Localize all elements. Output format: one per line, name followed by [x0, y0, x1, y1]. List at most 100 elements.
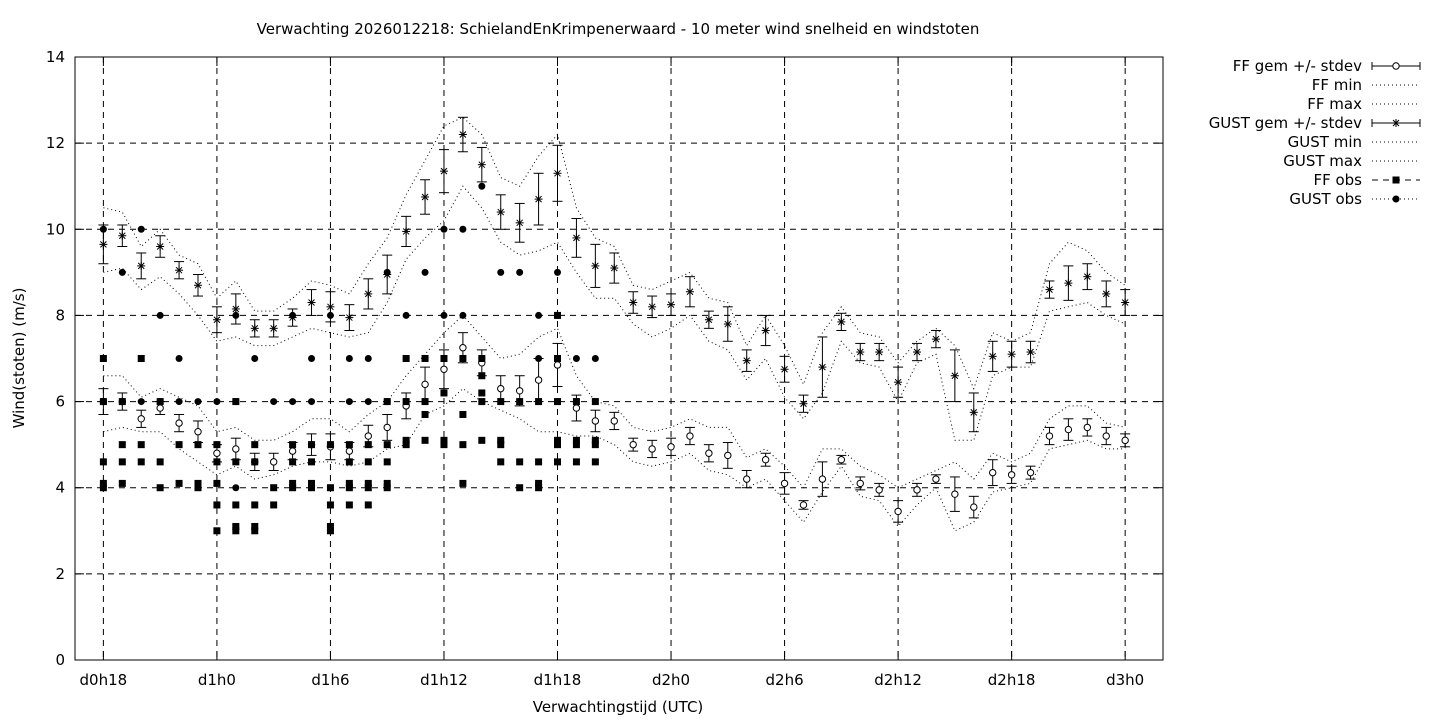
legend-item: GUST obs [1289, 190, 1420, 208]
legend-label: GUST max [1283, 152, 1362, 170]
ff-mean-marker [175, 419, 183, 427]
gust-obs-point [402, 311, 410, 319]
gust-mean-marker [629, 298, 638, 307]
ff-minmax-series [103, 314, 1126, 532]
star-stroke [497, 208, 505, 216]
star-stroke [459, 131, 467, 138]
legend-item: FF max [1307, 95, 1420, 113]
y-tick-label: 8 [55, 306, 65, 324]
ff-obs-point [99, 355, 107, 362]
ff-mean-marker [1102, 432, 1110, 440]
gust-obs-point [364, 398, 372, 406]
ff-mean-point [741, 469, 752, 489]
ff-obs-point [232, 501, 240, 509]
star-stroke [762, 327, 769, 334]
star-stroke [1121, 299, 1129, 306]
ff-mean-point [1006, 465, 1017, 484]
ff-mean-point [1082, 418, 1093, 437]
legend-label: FF max [1307, 95, 1362, 113]
ff-mean-point [798, 500, 809, 510]
gust-obs-point [554, 268, 562, 276]
gust-mean-marker [193, 281, 202, 290]
ff-mean-marker [515, 387, 524, 395]
ff-mean-point [647, 439, 658, 459]
ff-obs-point [175, 479, 183, 487]
gust-mean-point [249, 319, 260, 338]
legend-item: GUST min [1288, 133, 1420, 151]
y-tick-label: 12 [46, 134, 65, 152]
gust-mean-point [192, 274, 203, 297]
x-tick-label: d1h12 [420, 671, 468, 689]
gust-obs-point [572, 355, 580, 362]
ff-obs-point [232, 527, 240, 535]
gust-mean-marker [458, 130, 467, 139]
gust-mean-marker [894, 378, 903, 387]
ff-mean-marker [951, 490, 959, 498]
gust-obs-point [289, 398, 297, 406]
gust-mean-marker [439, 167, 448, 176]
gust-mean-point [1044, 280, 1055, 299]
gust-mean-point [893, 366, 904, 398]
gust-obs-point [251, 355, 259, 362]
star-stroke [554, 169, 561, 177]
ff-obs-point [440, 436, 448, 444]
ff-mean-point [666, 437, 677, 456]
gust-mean-point [514, 202, 525, 243]
ff-mean-point [514, 375, 525, 407]
ff-mean-point [874, 482, 885, 497]
gust-mean-marker [156, 242, 165, 251]
ff-mean-point [722, 441, 733, 469]
gust-mean-point [817, 336, 828, 398]
gust-obs-point [591, 355, 599, 362]
ff-obs-point [232, 522, 240, 530]
gust-obs-series [99, 182, 599, 492]
gust-mean-point [703, 310, 714, 329]
gust-mean-point [760, 314, 771, 347]
star-stroke [781, 365, 788, 373]
ff-mean-point [382, 413, 393, 441]
ff-mean-marker [686, 432, 694, 440]
gust-mean-point [1025, 340, 1036, 364]
gust-mean-marker [685, 287, 694, 296]
ff-obs-point [554, 441, 562, 449]
ff-mean-marker [780, 479, 789, 488]
ff-obs-point [440, 389, 448, 397]
ff-obs-point [383, 479, 391, 487]
gust-obs-point [118, 398, 126, 406]
gust-obs-point [270, 398, 278, 406]
gust-mean-marker [137, 261, 146, 270]
star-stroke [629, 299, 637, 306]
gust-mean-point [1120, 289, 1131, 316]
gust-mean-marker [307, 298, 316, 307]
star-stroke [894, 378, 902, 386]
ff-obs-point [497, 458, 505, 466]
gust-mean-marker [421, 192, 430, 201]
ff-mean-marker [421, 380, 429, 389]
ff-obs-point [156, 458, 164, 466]
ff-mean-marker [1121, 436, 1129, 445]
ff-mean-point [268, 452, 279, 471]
ff-obs-point [137, 355, 145, 362]
legend-item: FF obs [1313, 171, 1420, 189]
ff-mean-marker [1026, 468, 1035, 477]
ff-mean-marker [629, 440, 637, 449]
ff-obs-point [345, 479, 353, 487]
gust-mean-marker [648, 302, 657, 311]
ff-obs-point [459, 355, 467, 362]
ff-mean-point [495, 375, 506, 403]
ff-obs-point [345, 501, 353, 509]
x-tick-label: d2h6 [766, 671, 804, 689]
ff-mean-marker [761, 456, 770, 464]
ff-mean-marker [459, 344, 467, 352]
gust-mean-point [268, 319, 279, 338]
ff-mean-point [760, 452, 771, 467]
star-stroke [591, 262, 599, 270]
ff-obs-point [572, 441, 580, 449]
gust-mean-point [798, 394, 809, 413]
gust-obs-point [326, 441, 334, 449]
star-stroke [724, 320, 732, 328]
y-tick-label: 0 [55, 651, 65, 669]
gust-mean-marker [477, 160, 486, 169]
ff-obs-point [535, 398, 543, 406]
